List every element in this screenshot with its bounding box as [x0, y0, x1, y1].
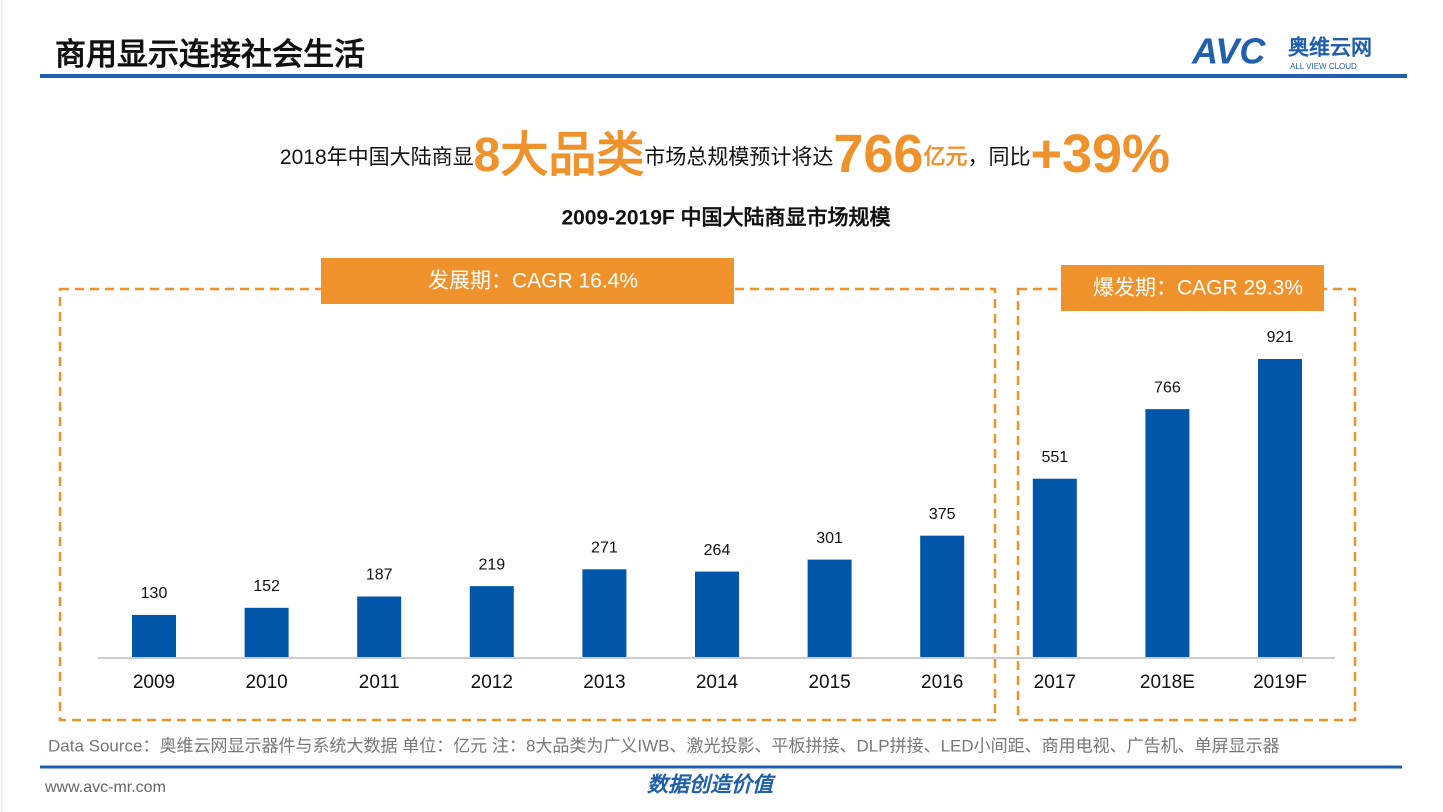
data-label: 271	[591, 540, 618, 557]
period-label-bg	[321, 258, 734, 304]
slogan: 数据创造价值	[647, 773, 776, 797]
data-label: 130	[141, 585, 168, 602]
data-label: 766	[1154, 379, 1181, 396]
x-tick-label: 2019F	[1253, 672, 1307, 693]
headline: 2018年中国大陆商显8大品类市场总规模预计将达766亿元，同比+39%	[280, 124, 1170, 184]
logo: AVC	[1191, 31, 1266, 72]
headline-text: 2018年中国大陆商显	[280, 146, 474, 169]
x-tick-label: 2015	[808, 672, 850, 693]
x-tick-label: 2016	[921, 672, 963, 693]
bar	[807, 559, 852, 657]
bar	[582, 569, 627, 657]
bar	[695, 571, 739, 657]
bar	[920, 535, 965, 657]
x-tick-label: 2014	[696, 672, 739, 693]
data-label: 187	[366, 567, 393, 584]
bar	[469, 586, 514, 657]
chart-title: 2009-2019F 中国大陆商显市场规模	[561, 206, 891, 230]
data-label: 152	[253, 578, 280, 595]
x-tick-label: 2012	[471, 672, 513, 693]
x-tick-label: 2018E	[1140, 672, 1195, 693]
headline-unit: 亿元	[923, 144, 967, 169]
slide-title: 商用显示连接社会生活	[55, 37, 365, 72]
data-label: 301	[816, 530, 843, 547]
logo-sub: ALL VIEW CLOUD	[1290, 62, 1357, 71]
bar	[1145, 409, 1190, 657]
data-label: 264	[704, 542, 731, 559]
bar	[132, 614, 176, 657]
footer-url: www.avc-mr.com	[44, 779, 166, 796]
logo-name: 奥维云网	[1288, 36, 1372, 60]
bar	[357, 596, 402, 657]
period-label: 爆发期：CAGR 29.3%	[1093, 277, 1303, 300]
period-label-bg	[1061, 265, 1324, 311]
headline-highlight: 766	[833, 124, 923, 184]
headline-highlight: 8大品类	[474, 129, 645, 182]
headline-text: 市场总规模预计将达	[644, 146, 833, 169]
x-tick-label: 2009	[133, 672, 175, 693]
bar	[1258, 359, 1302, 657]
x-tick-label: 2010	[245, 672, 287, 693]
period-box	[58, 287, 997, 722]
data-label: 375	[929, 506, 956, 523]
x-tick-label: 2013	[583, 672, 625, 693]
source-note: Data Source：奥维云网显示器件与系统大数据 单位：亿元 注：8大品类为…	[48, 736, 1280, 755]
bar	[244, 607, 289, 657]
data-label: 551	[1041, 449, 1068, 466]
period-label: 发展期：CAGR 16.4%	[428, 270, 638, 293]
x-tick-label: 2011	[359, 672, 400, 693]
headline-text: ，同比	[967, 146, 1030, 169]
data-label: 921	[1267, 329, 1294, 346]
headline-highlight: +39%	[1030, 124, 1170, 184]
x-tick-label: 2017	[1034, 672, 1076, 693]
bar	[1032, 478, 1077, 657]
data-label: 219	[478, 556, 505, 573]
